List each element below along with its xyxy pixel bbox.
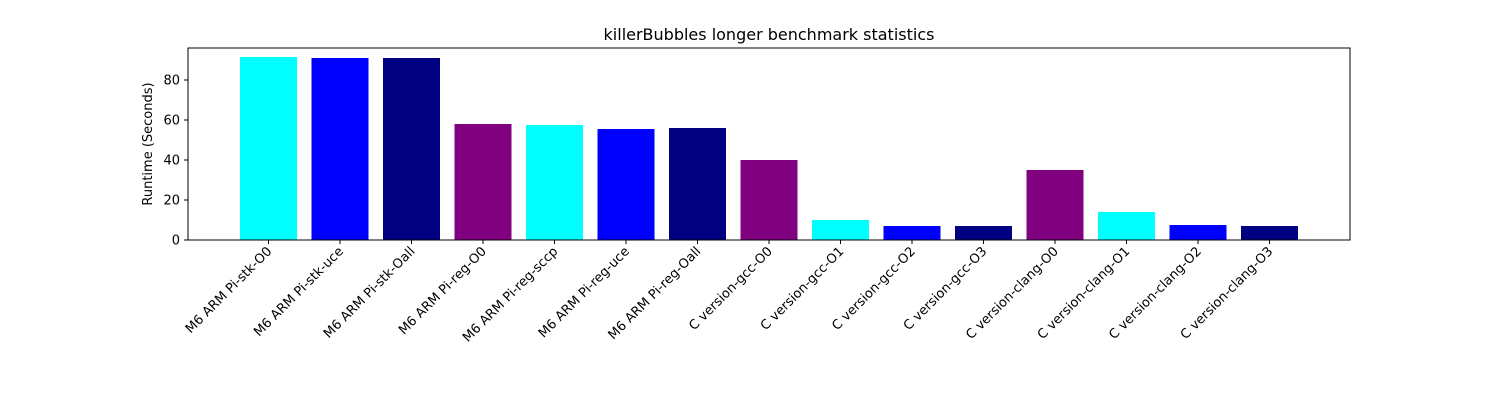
bar [740,160,798,240]
bars-group [240,57,1298,240]
bar [240,57,297,240]
bar [1026,170,1084,240]
bar [812,220,869,240]
y-axis-ticks: 0 20 40 60 80 [163,74,188,249]
y-tick-label: 0 [172,234,180,249]
plot-area-frame [187,47,1351,241]
bar [955,226,1012,240]
y-tick-label: 40 [163,154,180,169]
y-axis-label: Runtime (Seconds) [141,82,156,205]
bar [526,125,583,240]
bar [1241,226,1298,240]
y-tick-label: 60 [163,114,180,129]
bar [883,226,941,240]
chart-title: killerBubbles longer benchmark statistic… [604,25,935,44]
bar [454,124,512,240]
y-tick-label: 80 [163,74,180,89]
bar [311,58,369,240]
bar [1098,212,1155,240]
bar [1169,225,1227,240]
bar [669,128,726,240]
bar [597,129,655,240]
bar [383,58,440,240]
y-tick-label: 20 [163,194,180,209]
